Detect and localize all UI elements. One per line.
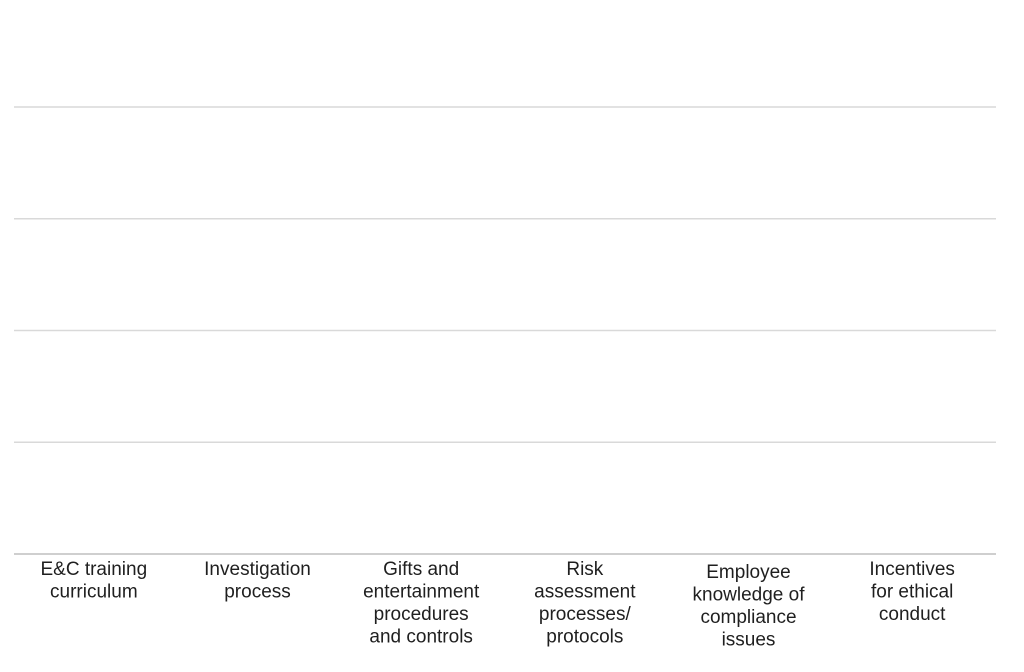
x-tick-label-line: compliance [700,607,796,628]
x-tick-label-line: and controls [369,627,473,648]
x-tick-label-line: knowledge of [693,585,806,606]
x-tick-label: Employee knowledge of compliance issues [693,562,806,651]
x-tick-label-line: protocols [546,627,623,648]
x-tick-label-line: process [224,582,291,603]
gridlines [14,106,996,443]
x-tick-label-line: procedures [374,604,469,625]
x-tick-label-line: Risk [566,559,603,580]
x-tick-label: Gifts and entertainment procedures and cont… [363,559,480,648]
x-tick-label: E&C training curriculum [40,559,147,603]
x-tick-label: Incentives for ethical conduct [869,559,955,625]
x-tick-label-line: issues [722,630,776,651]
x-tick-label-line: curriculum [50,582,138,603]
x-tick-label-line: assessment [534,582,636,603]
x-tick-label-line: Incentives [869,559,955,580]
x-tick-label-line: conduct [879,604,946,625]
x-tick-label-line: processes/ [539,604,632,625]
x-tick-label-line: E&C training [40,559,147,580]
x-tick-label-line: for ethical [871,582,953,603]
x-tick-label: Risk assessment processes/protocols [534,559,636,648]
x-tick-label-line: Gifts and [383,559,459,580]
x-tick-label-line: entertainment [363,582,480,603]
x-tick-label: Investigation process [204,559,311,603]
x-tick-label-line: Employee [706,562,791,583]
x-tick-label-line: Investigation [204,559,311,580]
